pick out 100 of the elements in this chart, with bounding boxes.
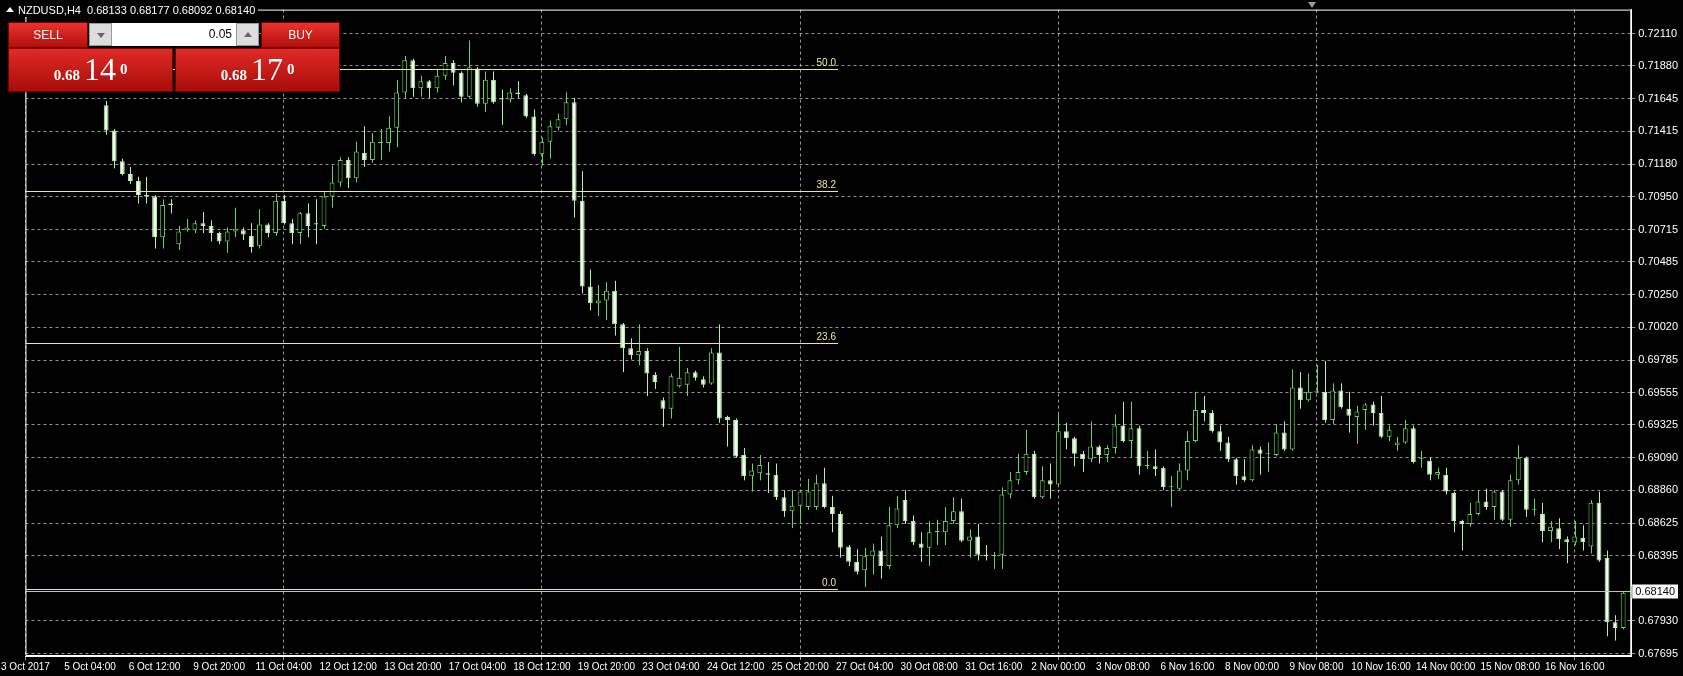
- candlestick: [1378, 395, 1384, 439]
- candlestick: [1063, 422, 1069, 450]
- candlestick: [797, 489, 803, 525]
- candlestick: [1281, 420, 1287, 452]
- candlestick: [951, 496, 956, 525]
- candlestick: [1201, 395, 1206, 422]
- candlestick: [257, 208, 262, 249]
- candlestick: [176, 225, 182, 251]
- annotation: 0.68: [53, 67, 80, 84]
- candlestick: [232, 207, 238, 238]
- candlestick: [1039, 465, 1045, 500]
- candlestick: [523, 93, 529, 119]
- candlestick: [1112, 413, 1118, 455]
- candlestick: [1080, 450, 1085, 473]
- candlestick: [1402, 419, 1408, 445]
- candlestick: [829, 495, 835, 533]
- candlestick: [773, 462, 779, 501]
- candlestick: [1047, 462, 1053, 500]
- x-tick-label: 15 Nov 08:00: [1480, 660, 1541, 672]
- y-tick-label: 0.67930: [1638, 613, 1678, 626]
- buy-button: BUY: [261, 22, 340, 48]
- candlestick: [418, 75, 424, 98]
- candlestick: [386, 115, 391, 153]
- x-tick-label: 3 Oct 2017: [1, 660, 51, 672]
- candlestick: [224, 226, 230, 254]
- chart-title: NZDUSD,H4 0.68133 0.68177 0.68092 0.68140: [18, 4, 259, 17]
- candlestick: [1467, 502, 1473, 528]
- candlestick: [684, 367, 690, 397]
- x-tick-label: 16 Nov 16:00: [1545, 660, 1605, 672]
- candlestick: [103, 100, 109, 136]
- candlestick: [563, 92, 569, 126]
- candlestick: [1564, 536, 1570, 564]
- candlestick: [200, 211, 206, 234]
- ref-line-label: 0.68140: [1635, 584, 1675, 597]
- y-tick-label: 0.71180: [1638, 157, 1678, 170]
- y-tick-label: 0.68625: [1638, 516, 1678, 529]
- candlestick: [878, 536, 884, 580]
- annotation: 0: [119, 61, 128, 77]
- candlestick: [1459, 519, 1465, 552]
- y-tick-label: 0.70950: [1638, 189, 1678, 202]
- x-tick-label: 10 Nov 16:00: [1351, 660, 1412, 672]
- annotation: 38.2: [816, 179, 837, 191]
- candlestick: [539, 136, 545, 167]
- candlestick: [1540, 502, 1545, 543]
- candlestick: [1515, 444, 1521, 486]
- y-tick-label: 0.67695: [1638, 646, 1678, 659]
- annotation: 23.6: [816, 331, 837, 343]
- x-tick-label: 18 Oct 12:00: [513, 660, 571, 672]
- candlestick: [1241, 458, 1247, 483]
- y-tick-label: 0.70485: [1638, 254, 1678, 267]
- candlestick: [587, 269, 593, 311]
- annotation: 0.68: [220, 67, 247, 84]
- candlestick: [604, 281, 609, 321]
- annotation: 0.0: [822, 577, 837, 589]
- x-tick-label: 8 Nov 00:00: [1225, 660, 1280, 672]
- x-tick-label: 25 Oct 20:00: [771, 660, 830, 672]
- candlestick: [305, 203, 311, 238]
- candlestick: [1233, 457, 1239, 486]
- candlestick: [854, 548, 860, 575]
- candlestick: [1273, 423, 1279, 457]
- candlestick: [1257, 446, 1263, 476]
- y-tick-label: 0.69090: [1638, 450, 1678, 463]
- annotation: 0: [286, 61, 295, 77]
- y-tick-label: 0.69555: [1638, 385, 1678, 398]
- x-tick-label: 24 Oct 12:00: [706, 660, 765, 672]
- y-tick-label: 0.70250: [1638, 287, 1678, 300]
- candlestick: [458, 70, 464, 103]
- candlestick: [870, 543, 876, 575]
- candlestick: [967, 529, 972, 559]
- y-tick-label: 0.71415: [1638, 124, 1678, 137]
- y-tick-label: 0.70020: [1638, 320, 1678, 333]
- x-tick-label: 14 Nov 00:00: [1415, 660, 1476, 672]
- candlestick: [248, 222, 254, 254]
- candlestick: [620, 322, 625, 373]
- x-tick-label: 17 Oct 04:00: [448, 660, 507, 672]
- candlestick: [491, 70, 496, 105]
- candlestick: [1152, 448, 1158, 477]
- y-tick-label: 0.71880: [1638, 58, 1678, 71]
- candlestick: [749, 462, 755, 493]
- y-tick-label: 0.69785: [1638, 353, 1678, 366]
- candlestick: [1225, 436, 1231, 463]
- x-tick-label: 27 Oct 04:00: [836, 660, 894, 672]
- candlestick: [1556, 517, 1562, 550]
- x-tick-label: 12 Oct 12:00: [319, 660, 378, 672]
- y-tick-label: 0.68395: [1638, 548, 1678, 561]
- candlestick: [725, 415, 730, 448]
- x-tick-label: 3 Nov 08:00: [1095, 660, 1151, 672]
- x-tick-label: 5 Oct 04:00: [64, 660, 117, 672]
- candlestick: [821, 467, 827, 509]
- candlestick: [1338, 382, 1344, 410]
- candlestick: [846, 544, 851, 567]
- x-tick-label: 23 Oct 04:00: [642, 660, 701, 672]
- candlestick: [1297, 371, 1303, 410]
- candlestick: [918, 531, 924, 563]
- candlestick: [942, 506, 948, 546]
- x-tick-label: 31 Oct 16:00: [965, 660, 1023, 672]
- candlestick: [628, 337, 634, 360]
- candlestick: [329, 165, 335, 209]
- sell-button: SELL: [8, 22, 88, 48]
- candlestick: [926, 520, 932, 567]
